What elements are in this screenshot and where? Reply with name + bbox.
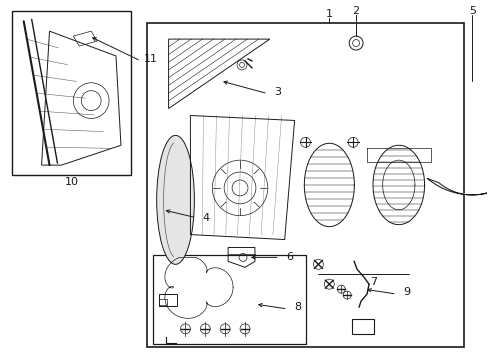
Text: 6: 6 (285, 252, 292, 262)
Text: 9: 9 (402, 287, 409, 297)
Text: 4: 4 (203, 213, 209, 223)
Polygon shape (427, 179, 488, 195)
Text: 1: 1 (325, 9, 332, 19)
Text: 7: 7 (370, 277, 377, 287)
Bar (152, 255, 305, 344)
Text: 11: 11 (143, 54, 158, 64)
Bar (158, 294, 176, 306)
Bar (146, 23, 463, 347)
Text: 10: 10 (64, 177, 78, 187)
Bar (351, 319, 373, 334)
Ellipse shape (156, 135, 194, 264)
Text: 5: 5 (468, 6, 475, 16)
Text: 2: 2 (352, 6, 359, 16)
Text: 8: 8 (293, 302, 301, 312)
Bar (12, 11, 131, 175)
Bar (158, 299, 166, 305)
Text: 3: 3 (274, 87, 281, 97)
